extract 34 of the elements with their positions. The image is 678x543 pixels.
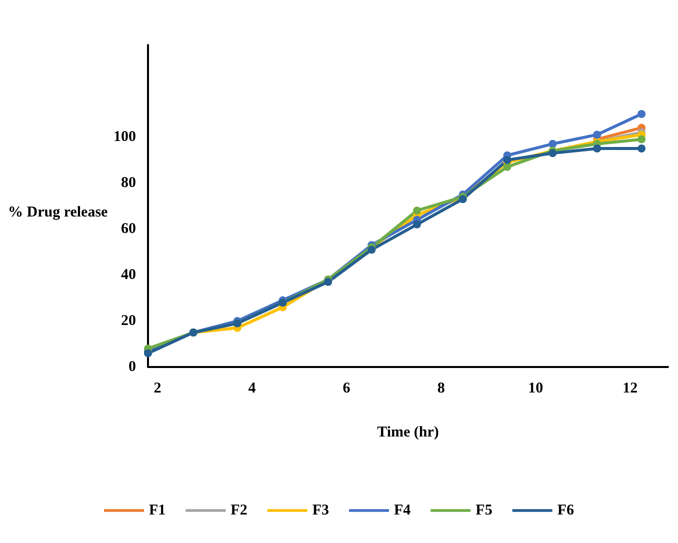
point	[412, 220, 421, 228]
x-tick-label: 4	[248, 380, 256, 396]
point	[368, 246, 376, 254]
x-tick-label: 2	[154, 380, 162, 396]
y-tick-label: 60	[121, 221, 136, 237]
point	[503, 162, 512, 171]
x-tick-label: 8	[437, 380, 445, 396]
point	[458, 195, 467, 204]
point	[593, 130, 602, 139]
legend-label: F5	[476, 502, 492, 518]
x-tick-label: 10	[528, 380, 544, 396]
point	[412, 206, 421, 215]
y-tick-label: 80	[121, 175, 136, 191]
legend-label: F4	[394, 502, 412, 518]
legend-label: F2	[230, 502, 248, 518]
y-axis-title: % Drug release	[8, 204, 108, 220]
y-tick-label: 100	[114, 129, 136, 145]
point	[638, 110, 646, 118]
point	[548, 140, 557, 148]
legend-label: F6	[557, 502, 574, 518]
x-tick-label: 6	[342, 380, 351, 396]
x-axis-title: Time (hr)	[377, 424, 439, 440]
point	[144, 349, 152, 358]
point	[638, 144, 646, 152]
legend-label: F1	[149, 502, 166, 518]
point	[503, 156, 512, 164]
legend-label: F3	[312, 502, 330, 518]
y-tick-label: 40	[121, 267, 136, 283]
point	[593, 144, 602, 152]
y-tick-label: 20	[121, 313, 136, 329]
point	[638, 135, 646, 144]
point	[548, 149, 557, 158]
y-tick-label: 0	[128, 359, 136, 375]
x-tick-label: 12	[622, 380, 638, 396]
